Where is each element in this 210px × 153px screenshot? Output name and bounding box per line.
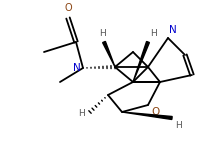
Text: O: O: [151, 107, 159, 117]
Text: N: N: [169, 25, 177, 35]
Text: O: O: [64, 3, 72, 13]
Polygon shape: [133, 41, 149, 82]
Text: H: H: [175, 121, 182, 130]
Polygon shape: [103, 41, 115, 67]
Text: H: H: [99, 29, 105, 38]
Text: H: H: [78, 108, 85, 118]
Text: H: H: [150, 29, 157, 38]
Text: N: N: [73, 63, 81, 73]
Polygon shape: [122, 112, 172, 119]
